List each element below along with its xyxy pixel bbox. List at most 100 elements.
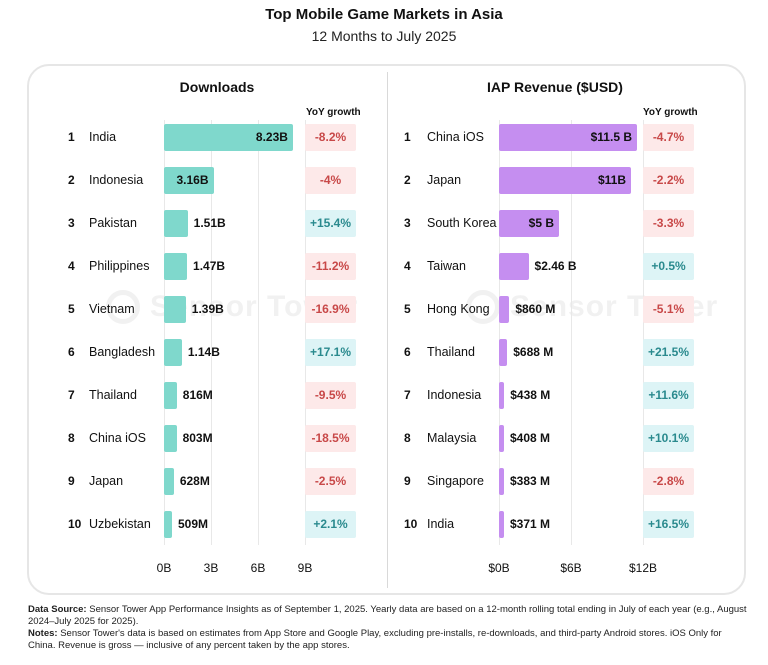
downloads-category-label: Uzbekistan [89,517,151,531]
revenue-yoy-badge: +11.6% [643,382,694,409]
downloads-rank-label: 10 [68,517,82,531]
revenue-x-tick-label: $6B [560,561,582,575]
revenue-bar [499,124,637,151]
downloads-category-label: Japan [89,474,124,488]
revenue-panel-title: IAP Revenue ($USD) [487,79,623,95]
revenue-rank-label: 1 [404,130,411,144]
revenue-rank-label: 10 [404,517,418,531]
downloads-bar [164,382,177,409]
revenue-category-label: South Korea [427,216,497,230]
downloads-data-label: 1.14B [187,345,220,359]
revenue-category-label: Thailand [427,345,475,359]
revenue-data-label: $438 M [510,388,551,402]
data-source-note: Data Source: Sensor Tower App Performanc… [28,604,748,628]
revenue-yoy-badge: -2.8% [643,468,694,495]
revenue-yoy-badge: -4.7% [643,124,694,151]
revenue-yoy-badge: +16.5% [643,511,694,538]
revenue-yoy-header: YoY growth [643,107,698,118]
downloads-data-label: 3.16B [176,173,209,187]
downloads-rank-label: 2 [68,173,75,187]
downloads-data-label: 8.23B [255,130,288,144]
downloads-bar [164,511,172,538]
downloads-bar [164,296,186,323]
revenue-yoy-badge: -3.3% [643,210,694,237]
downloads-bar [164,339,182,366]
downloads-rank-label: 5 [68,302,75,316]
revenue-data-label: $408 M [510,431,551,445]
downloads-gridline [164,120,165,545]
revenue-yoy-badge: +0.5% [643,253,694,280]
revenue-bar [499,511,504,538]
revenue-x-tick-label: $12B [628,561,658,575]
downloads-x-tick-label: 6B [250,561,266,575]
chart-card [27,64,746,595]
revenue-bar [499,167,631,194]
downloads-rank-label: 7 [68,388,75,402]
downloads-data-label: 1.51B [193,216,226,230]
revenue-yoy-badge: -2.2% [643,167,694,194]
downloads-data-label: 1.39B [191,302,224,316]
revenue-data-label: $383 M [510,474,551,488]
revenue-yoy-badge: +21.5% [643,339,694,366]
revenue-category-label: Malaysia [427,431,477,445]
notes-text: Sensor Tower's data is based on estimate… [28,628,722,651]
revenue-gridline [499,120,500,545]
data-source-label: Data Source: [28,604,87,615]
revenue-yoy-badge: +10.1% [643,425,694,452]
revenue-bar [499,339,508,366]
downloads-yoy-badge: -2.5% [305,468,356,495]
revenue-rank-label: 8 [404,431,411,445]
footer-notes: Data Source: Sensor Tower App Performanc… [28,604,748,652]
downloads-yoy-header: YoY growth [306,107,361,118]
downloads-yoy-badge: -11.2% [305,253,356,280]
revenue-x-tick-label: $0B [488,561,510,575]
revenue-category-label: Singapore [427,474,484,488]
downloads-data-label: 803M [182,431,213,445]
revenue-data-label: $11B [597,173,626,187]
downloads-category-label: India [89,130,117,144]
notes-label: Notes: [28,628,58,639]
downloads-rank-label: 1 [68,130,75,144]
revenue-data-label: $5 B [528,216,554,230]
downloads-rank-label: 3 [68,216,75,230]
revenue-bar [499,425,504,452]
downloads-data-label: 628M [179,474,210,488]
downloads-rank-label: 6 [68,345,75,359]
downloads-category-label: Indonesia [89,173,144,187]
downloads-category-label: Pakistan [89,216,137,230]
chart-subtitle: 12 Months to July 2025 [311,28,457,44]
downloads-gridline [258,120,259,545]
revenue-rank-label: 2 [404,173,411,187]
downloads-rank-label: 8 [68,431,75,445]
downloads-data-label: 816M [182,388,213,402]
revenue-data-label: $11.5 B [590,130,632,144]
revenue-category-label: Indonesia [427,388,482,402]
revenue-category-label: Japan [427,173,462,187]
revenue-bar [499,382,505,409]
revenue-data-label: $688 M [513,345,554,359]
downloads-gridline [305,120,306,545]
revenue-rank-label: 9 [404,474,411,488]
downloads-yoy-badge: -16.9% [305,296,356,323]
downloads-yoy-badge: -9.5% [305,382,356,409]
downloads-x-tick-label: 9B [297,561,313,575]
revenue-category-label: India [427,517,455,531]
downloads-data-label: 509M [177,517,208,531]
downloads-category-label: Philippines [89,259,150,273]
revenue-category-label: Taiwan [427,259,466,273]
downloads-bar [164,468,174,495]
downloads-category-label: Thailand [89,388,137,402]
downloads-x-tick-label: 3B [203,561,219,575]
downloads-bar [164,167,214,194]
revenue-rank-label: 5 [404,302,411,316]
revenue-rank-label: 7 [404,388,411,402]
downloads-yoy-badge: -4% [305,167,356,194]
data-source-text: Sensor Tower App Performance Insights as… [28,604,747,627]
downloads-yoy-badge: -8.2% [305,124,356,151]
watermark-logo-icon [106,290,140,324]
panel-divider [387,72,388,588]
downloads-bar [164,210,188,237]
revenue-category-label: Hong Kong [427,302,490,316]
revenue-gridline [571,120,572,545]
downloads-panel-title: Downloads [179,79,255,95]
